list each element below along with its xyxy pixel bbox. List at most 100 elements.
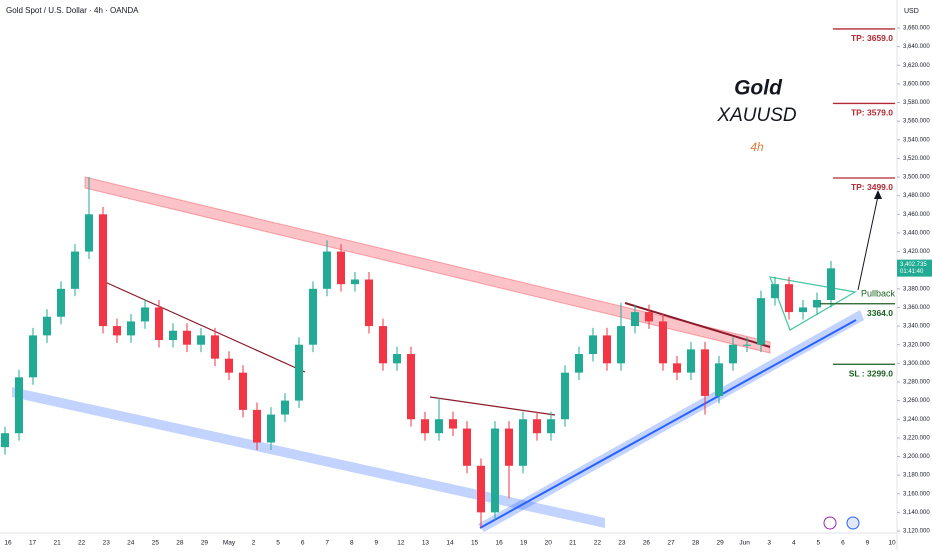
candle-body (141, 307, 149, 322)
candle-body (337, 251, 345, 285)
trendline (429, 396, 556, 416)
x-tick-label: 6 (841, 540, 845, 547)
x-tick-label: 29 (201, 540, 209, 547)
x-tick-label: 25 (152, 540, 160, 547)
annotation-symbol: XAUUSD (716, 105, 796, 126)
candle-body (743, 344, 751, 346)
x-tick-label: 7 (325, 540, 329, 547)
x-tick-label: 14 (446, 540, 454, 547)
candle-body (295, 344, 303, 401)
level-label: TP: 3659.0 (851, 33, 893, 43)
y-tick-label: 3,620.000 (903, 63, 930, 69)
x-tick-label: 9 (866, 540, 870, 547)
level-label: TP: 3499.0 (851, 182, 893, 192)
candle-body (631, 312, 639, 327)
candle-body (197, 335, 205, 345)
y-tick-label: 3,500.000 (903, 175, 930, 181)
x-tick-label: 21 (53, 540, 61, 547)
candle-body (673, 363, 681, 373)
x-tick-label: May (223, 540, 236, 547)
x-tick-label: 16 (4, 540, 12, 547)
candle-body (99, 214, 107, 327)
countdown: 01:41:40 (900, 269, 924, 275)
y-tick-label: 3,540.000 (903, 137, 930, 143)
icon[interactable] (846, 516, 860, 530)
y-tick-label: 3,140.000 (903, 510, 930, 516)
candle-body (645, 312, 653, 322)
triangle-pattern (768, 276, 857, 331)
x-tick-label: 2 (252, 540, 256, 547)
candle-body (561, 372, 569, 420)
candle-body (379, 326, 387, 364)
candle-body (533, 419, 541, 434)
y-tick-label: 3,260.000 (903, 398, 930, 404)
candle-body (239, 372, 247, 410)
y-tick-label: 3,360.000 (903, 305, 930, 311)
candle-body (15, 377, 23, 434)
y-tick-label: 3,300.000 (903, 361, 930, 367)
candle-body (323, 251, 331, 289)
x-tick-label: 28 (692, 540, 700, 547)
candle-body (547, 419, 555, 434)
candle-body (169, 330, 177, 341)
x-tick-label: 23 (103, 540, 111, 547)
x-tick-label: Jun (739, 540, 750, 547)
candle-body (183, 330, 191, 345)
x-tick-label: 16 (495, 540, 503, 547)
x-tick-label: 4 (792, 540, 796, 547)
candle-body (463, 428, 471, 466)
y-tick-label: 3,340.000 (903, 324, 930, 330)
candle-body (491, 428, 499, 513)
candle-body (155, 307, 163, 341)
candle-body (267, 414, 275, 443)
candle-body (127, 321, 135, 336)
candle-body (253, 409, 261, 443)
candle-body (281, 400, 289, 415)
currency: USD (904, 8, 919, 15)
y-tick-label: 3,520.000 (903, 156, 930, 162)
candle-body (113, 326, 121, 336)
x-tick-label: 27 (667, 540, 675, 547)
x-tick-label: 15 (471, 540, 479, 547)
y-tick-label: 3,220.000 (903, 435, 930, 441)
x-tick-label: 28 (176, 540, 184, 547)
x-tick-label: 22 (594, 540, 602, 547)
icon[interactable] (823, 516, 837, 530)
y-tick-label: 3,460.000 (903, 212, 930, 218)
candle-body (617, 326, 625, 364)
candle-body (701, 349, 709, 396)
x-tick-label: 23 (618, 540, 626, 547)
x-tick-label: 26 (643, 540, 651, 547)
x-tick-label: 10 (888, 540, 896, 547)
candle-body (757, 298, 765, 345)
y-tick-label: 3,560.000 (903, 119, 930, 125)
x-tick-label: 29 (716, 540, 724, 547)
level-label: SL : 3299.0 (849, 369, 894, 379)
candle-body (477, 465, 485, 513)
trendline (104, 281, 306, 373)
candle-body (771, 284, 779, 299)
resistance-channel (84, 176, 771, 354)
candle-body (659, 321, 667, 364)
candle-body (365, 279, 373, 327)
candle-body (29, 335, 37, 378)
candle-body (57, 288, 65, 317)
candle-body (1, 433, 9, 448)
candle-body (43, 316, 51, 336)
candle-body (449, 419, 457, 429)
candle-body (785, 284, 793, 313)
candle-body (85, 214, 93, 252)
price-tag (897, 259, 932, 277)
annotation-title: Gold (734, 77, 783, 100)
candle-body (589, 335, 597, 355)
price-tag-label: 3,402.735 (900, 262, 927, 268)
level-label: TP: 3579.0 (851, 108, 893, 118)
y-tick-label: 3,480.000 (903, 193, 930, 199)
x-tick-label: 19 (520, 540, 528, 547)
x-tick-label: 3 (767, 540, 771, 547)
chart-title: Gold Spot / U.S. Dollar · 4h · OANDA (6, 6, 139, 15)
candle-body (309, 288, 317, 345)
y-tick-label: 3,120.000 (903, 529, 930, 535)
x-tick-label: 8 (350, 540, 354, 547)
